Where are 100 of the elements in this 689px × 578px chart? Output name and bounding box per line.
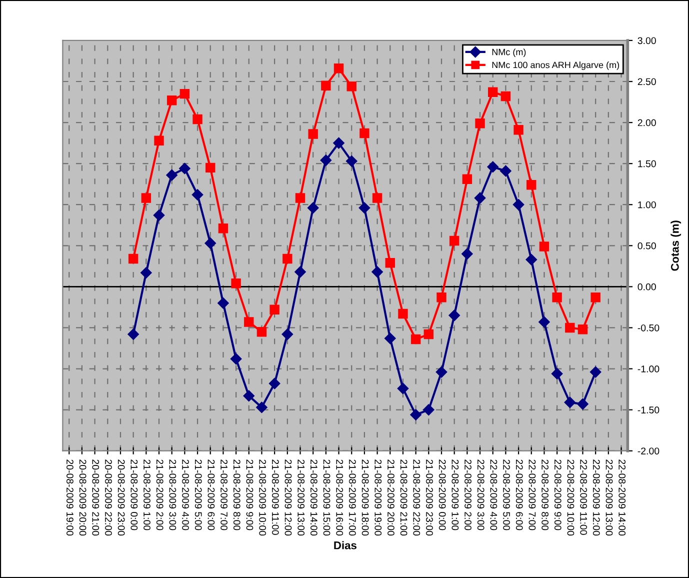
point — [564, 396, 576, 408]
x-tick-label: 21-08-2009 15:00 — [323, 460, 330, 536]
point — [308, 129, 318, 139]
point — [204, 238, 216, 249]
y-tick-label: 2.50 — [638, 78, 656, 86]
y-tick-label: 1.00 — [638, 201, 656, 208]
point — [333, 137, 344, 149]
x-tick-label: 21-08-2009 10:00 — [259, 460, 266, 536]
x-tick-label: 22-08-2009 10:00 — [567, 460, 574, 536]
point — [590, 292, 600, 302]
point — [230, 353, 242, 365]
point — [179, 162, 190, 174]
point — [294, 266, 306, 278]
x-tick-label: 20-08-2009 21:00 — [92, 460, 100, 536]
point — [385, 258, 395, 268]
point — [346, 156, 358, 167]
y-tick-label: 3.00 — [638, 37, 656, 44]
x-tick-label: 21-08-2009 0:00 — [130, 460, 138, 530]
point — [243, 390, 254, 402]
x-tick-label: 21-08-2009 17:00 — [349, 460, 356, 536]
x-tick-label: 22-08-2009 13:00 — [606, 460, 613, 536]
x-tick-label: 22-08-2009 5:00 — [503, 460, 510, 530]
x-tick-label: 21-08-2009 21:00 — [400, 460, 408, 536]
point — [128, 254, 138, 264]
x-tick-label: 22-08-2009 11:00 — [580, 460, 588, 535]
point — [334, 64, 344, 74]
x-tick-label: 22-08-2009 7:00 — [528, 460, 536, 530]
point — [140, 267, 152, 278]
point — [307, 202, 319, 214]
point — [462, 174, 472, 184]
x-tick-label: 21-08-2009 9:00 — [246, 460, 254, 530]
point — [539, 242, 550, 252]
point — [372, 266, 383, 278]
point — [141, 193, 152, 203]
point — [384, 332, 396, 344]
x-tick-label: 22-08-2009 3:00 — [477, 460, 484, 530]
x-tick-label: 20-08-2009 20:00 — [79, 460, 86, 536]
x-tick-label: 22-08-2009 4:00 — [490, 460, 498, 530]
x-axis-title: Dias — [334, 541, 356, 550]
point — [218, 224, 228, 234]
point — [578, 324, 588, 334]
point — [436, 366, 448, 378]
point — [462, 248, 473, 260]
point — [268, 378, 280, 390]
x-tick-label: 22-08-2009 8:00 — [542, 460, 548, 530]
x-tick-label: 21-08-2009 2:00 — [156, 460, 164, 530]
point — [256, 326, 267, 337]
point — [192, 189, 204, 200]
point — [410, 409, 422, 420]
point — [551, 368, 563, 380]
y-tick-label: 0.00 — [638, 283, 656, 290]
point — [128, 328, 139, 340]
point — [590, 366, 602, 378]
point — [282, 254, 292, 264]
x-tick-label: 21-08-2009 18:00 — [362, 460, 369, 536]
x-tick-label: 22-08-2009 0:00 — [438, 460, 446, 530]
point — [282, 328, 294, 340]
x-tick-label: 20-08-2009 23:00 — [118, 460, 125, 536]
point — [244, 317, 254, 327]
point — [488, 87, 498, 98]
x-tick-label: 21-08-2009 4:00 — [182, 460, 189, 530]
point — [565, 322, 575, 333]
legend-label: NMc 100 anos ARH Algarve (m) — [492, 62, 619, 70]
x-tick-label: 21-08-2009 8:00 — [233, 460, 240, 530]
x-tick-label: 21-08-2009 11:00 — [272, 460, 279, 535]
point — [487, 161, 498, 172]
point — [295, 193, 306, 203]
point — [270, 304, 280, 315]
point — [218, 297, 229, 309]
point — [423, 404, 434, 416]
y-tick-label: -2.00 — [638, 448, 660, 454]
y-tick-label: 0.50 — [638, 242, 656, 250]
point — [448, 310, 460, 322]
point — [474, 192, 486, 204]
point — [436, 292, 446, 302]
point — [577, 398, 588, 410]
point — [154, 136, 164, 146]
x-tick-label: 22-08-2009 14:00 — [618, 460, 626, 536]
point — [231, 278, 241, 288]
x-tick-label: 21-08-2009 20:00 — [388, 460, 394, 536]
x-tick-label: 21-08-2009 19:00 — [374, 460, 382, 536]
x-tick-label: 21-08-2009 13:00 — [298, 460, 305, 536]
point — [358, 202, 370, 214]
point — [512, 199, 524, 210]
x-tick-label: 21-08-2009 22:00 — [413, 460, 420, 536]
point — [372, 193, 382, 203]
point — [500, 91, 511, 102]
point — [320, 154, 332, 166]
point — [360, 128, 370, 138]
point — [192, 114, 202, 124]
point — [180, 88, 190, 99]
point — [321, 80, 331, 90]
x-tick-label: 22-08-2009 12:00 — [592, 460, 600, 536]
x-tick-label: 21-08-2009 5:00 — [194, 460, 202, 530]
point — [346, 82, 356, 92]
x-tick-label: 22-08-2009 9:00 — [554, 460, 562, 530]
legend-label: NMc (m) — [492, 48, 526, 57]
point — [552, 292, 562, 302]
point — [398, 308, 408, 319]
x-tick-label: 20-08-2009 22:00 — [105, 460, 112, 536]
